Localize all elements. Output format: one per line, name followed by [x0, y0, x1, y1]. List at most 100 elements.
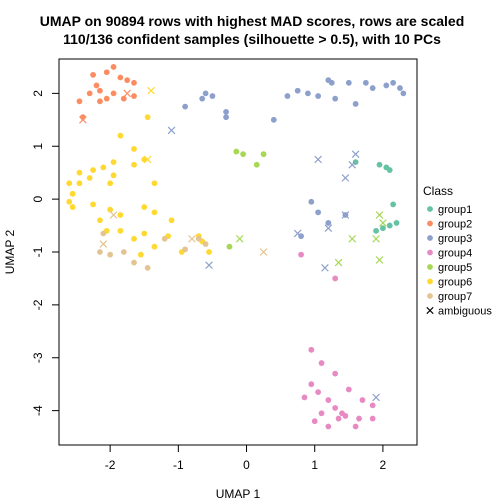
ambiguous-point [379, 219, 387, 227]
legend-label-group6: group6 [438, 277, 472, 289]
group5-point [240, 151, 247, 158]
chart-title: UMAP on 90894 rows with highest MAD scor… [40, 13, 465, 29]
ambiguous-point [143, 155, 152, 164]
group6-point [168, 217, 175, 224]
data-points [66, 64, 407, 430]
ambiguous-point [321, 264, 329, 272]
group4-point [318, 360, 325, 366]
group1-point [390, 201, 397, 208]
y-axis: -4 -3 -2 -1 0 1 2 [31, 90, 60, 416]
x-axis: -2 -1 0 1 2 [105, 444, 387, 472]
ambiguous-point [324, 224, 333, 233]
group6-point [86, 175, 93, 181]
legend-title: Class [423, 184, 453, 198]
group2-point [110, 64, 117, 70]
group6-point [107, 180, 114, 187]
group6-point [66, 198, 73, 205]
legend-marker-group6 [427, 278, 433, 285]
group2-point [76, 98, 83, 105]
group6-point [76, 180, 83, 187]
ambiguous-point [99, 240, 108, 248]
group3-point [332, 95, 339, 102]
group3-point [345, 79, 352, 86]
group3-point [182, 103, 189, 110]
group3-point [199, 95, 206, 102]
group6-point [117, 227, 124, 234]
group2-point [97, 87, 103, 94]
group6-point [90, 167, 96, 173]
group1-point [376, 161, 383, 168]
x-tick-label: 2 [380, 458, 387, 472]
y-tick-label: 0 [31, 195, 45, 202]
ambiguous-point [188, 234, 196, 243]
ambiguous-point [372, 393, 380, 402]
ambiguous-point [79, 115, 87, 124]
group2-point [131, 79, 137, 86]
group3-point [223, 108, 229, 115]
group6-point [69, 190, 76, 197]
group2-point [93, 82, 100, 89]
group4-point [301, 394, 308, 401]
group6-point [97, 217, 103, 224]
legend-label-ambiguous: ambiguous [438, 306, 492, 318]
group5-point [226, 243, 233, 250]
group3-point [369, 85, 376, 91]
group6-point [90, 201, 96, 208]
group6-point [76, 169, 83, 176]
group7-point [120, 249, 127, 255]
ambiguous-point [147, 86, 155, 95]
group4-point [345, 386, 352, 393]
group6-point [141, 230, 148, 237]
group6-point [69, 204, 76, 210]
group1-point [393, 220, 400, 226]
y-tick-label: 2 [31, 90, 45, 97]
y-tick-label: -1 [31, 246, 45, 257]
y-tick-label: 1 [31, 143, 45, 150]
ambiguous-point [351, 150, 360, 159]
group1-point [386, 222, 393, 229]
group3-point [223, 114, 229, 121]
legend-marker-group2 [427, 220, 433, 227]
group7-point [161, 235, 168, 242]
group7-point [97, 249, 103, 255]
group6-point [117, 132, 124, 139]
group3-point [328, 79, 335, 86]
group3-point [362, 79, 369, 86]
legend-label-group4: group4 [438, 248, 472, 260]
group4-point [335, 415, 342, 422]
group1-point [380, 225, 386, 232]
group6-point [131, 235, 137, 242]
group4-point [311, 418, 318, 425]
group6-point [141, 204, 148, 210]
legend: Class group1 group2 group3 group4 group5 grou… [423, 184, 492, 318]
ambiguous-point [293, 229, 302, 238]
group6-point [131, 161, 137, 168]
x-tick-label: 0 [243, 458, 250, 472]
group5-point [233, 148, 240, 155]
chart-subtitle: 110/136 confident samples (silhouette > … [63, 31, 441, 47]
group4-point [332, 405, 339, 411]
x-axis-label: UMAP 1 [216, 487, 261, 501]
group2-point [120, 95, 127, 102]
group2-point [110, 90, 117, 97]
group7-point [107, 251, 114, 258]
legend-label-group1: group1 [438, 204, 472, 216]
group4-point [308, 346, 315, 353]
ambiguous-point [314, 155, 322, 164]
group7-point [202, 241, 209, 247]
group6-point [100, 164, 107, 171]
ambiguous-point [348, 160, 357, 169]
group4-point [369, 402, 376, 409]
ambiguous-point [375, 256, 384, 264]
group6-point [206, 249, 212, 255]
y-axis-label: UMAP 2 [3, 229, 17, 274]
group4-point [342, 413, 349, 419]
group4-point [356, 415, 362, 422]
group6-point [151, 243, 158, 250]
group2-point [90, 71, 96, 78]
legend-label-group7: group7 [438, 291, 472, 303]
legend-label-group2: group2 [438, 219, 472, 231]
group3-point [270, 116, 277, 123]
group7-point [100, 230, 107, 237]
